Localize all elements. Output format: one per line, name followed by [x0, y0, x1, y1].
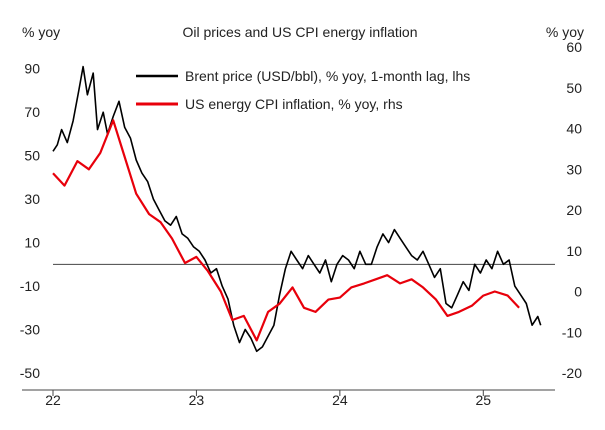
right-tick-label: 0	[574, 284, 582, 300]
right-tick-label: 30	[566, 161, 582, 177]
brent-series-line	[52, 65, 542, 353]
left-tick-label: 70	[24, 104, 40, 120]
left-axis-ticks: 90 70 50 30 10 -10 -30 -50	[20, 61, 40, 381]
cpi-series-line	[52, 119, 520, 342]
left-tick-label: -30	[20, 322, 40, 338]
legend-label-cpi: US energy CPI inflation, % yoy, rhs	[185, 96, 403, 112]
left-tick-label: 90	[24, 61, 40, 77]
right-axis-ticks: 60 50 40 30 20 10 0 -10 -20	[562, 39, 582, 381]
grid-layer	[22, 263, 555, 391]
left-tick-label: 10	[24, 235, 40, 251]
left-tick-label: 50	[24, 148, 40, 164]
right-tick-label: 40	[566, 121, 582, 137]
right-tick-label: 50	[566, 80, 582, 96]
chart-title: Oil prices and US CPI energy inflation	[183, 24, 418, 40]
plot-layer	[52, 65, 542, 353]
right-axis-unit: % yoy	[546, 24, 584, 40]
x-tick-label: 23	[189, 392, 205, 408]
right-tick-label: 20	[566, 202, 582, 218]
legend: Brent price (USD/bbl), % yoy, 1-month la…	[136, 68, 470, 112]
left-tick-label: -10	[20, 278, 40, 294]
right-tick-label: -20	[562, 365, 582, 381]
left-tick-label: 30	[24, 191, 40, 207]
right-tick-label: -10	[562, 324, 582, 340]
x-tick-label: 22	[45, 392, 61, 408]
legend-label-brent: Brent price (USD/bbl), % yoy, 1-month la…	[185, 68, 470, 84]
left-axis-unit: % yoy	[22, 24, 60, 40]
x-axis-ticks: 22 23 24 25	[45, 390, 491, 408]
x-tick-label: 24	[332, 392, 348, 408]
right-tick-label: 10	[566, 243, 582, 259]
x-tick-label: 25	[475, 392, 491, 408]
right-tick-label: 60	[566, 39, 582, 55]
left-tick-label: -50	[20, 365, 40, 381]
